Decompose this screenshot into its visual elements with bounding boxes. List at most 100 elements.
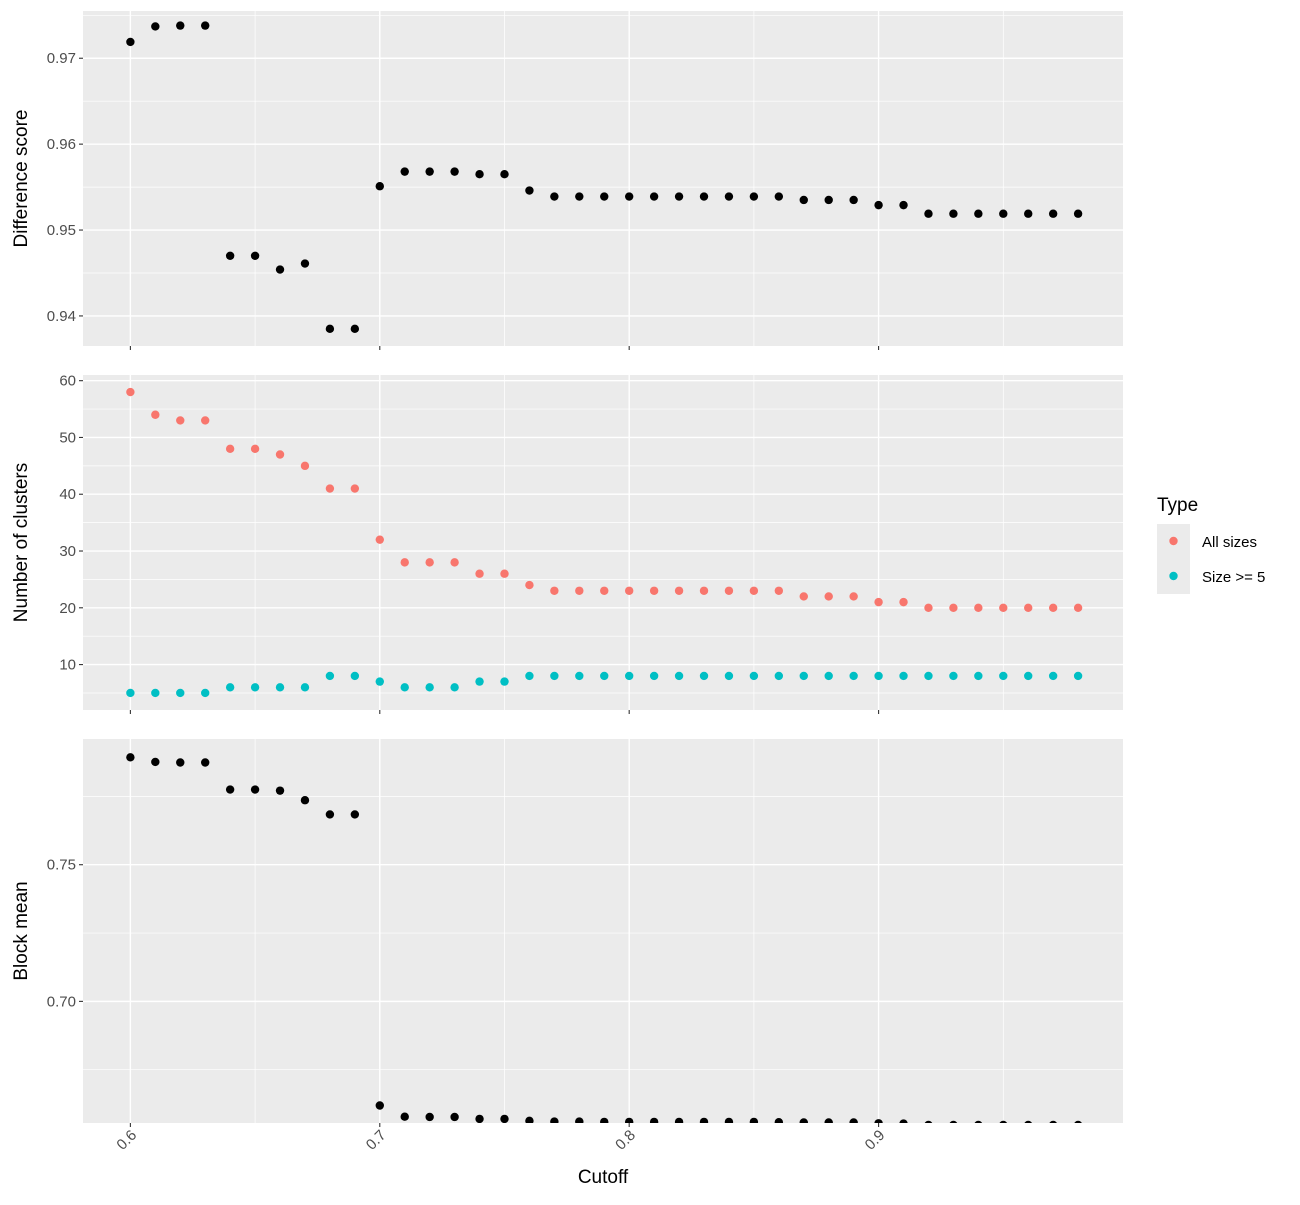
y-axis-title: Block mean: [11, 881, 32, 980]
data-point: [126, 37, 135, 47]
data-point-all-sizes: [525, 580, 534, 590]
data-point-all-sizes: [350, 484, 360, 493]
data-point-size-5: [974, 671, 983, 681]
data-point: [151, 22, 160, 31]
data-point-size-5: [1024, 671, 1033, 681]
data-point-all-sizes: [824, 592, 833, 601]
data-point-all-sizes: [799, 592, 808, 601]
data-points: [126, 21, 1083, 334]
data-point: [824, 1118, 833, 1123]
data-point-size-5: [774, 671, 784, 681]
data-point: [1024, 209, 1033, 218]
data-point-size-5: [724, 671, 734, 681]
data-point-all-sizes: [699, 586, 709, 595]
data-point: [475, 1114, 484, 1123]
data-point: [176, 758, 185, 767]
data-point: [724, 192, 734, 201]
data-point: [924, 209, 933, 218]
data-point: [201, 21, 210, 30]
data-point-all-sizes: [400, 558, 409, 567]
data-point: [749, 192, 759, 201]
data-point-all-sizes: [774, 586, 784, 595]
data-point-all-sizes: [201, 416, 210, 425]
data-point-all-sizes: [1073, 603, 1083, 612]
y-tick-label: 0.94: [47, 308, 76, 325]
y-tick-label: 40: [59, 486, 76, 503]
data-point-size-5: [475, 677, 484, 686]
data-point: [1074, 1120, 1082, 1123]
data-point: [899, 1119, 908, 1123]
data-point: [799, 1118, 808, 1123]
data-point: [974, 1120, 983, 1123]
x-tick-label: 0.7: [363, 1127, 390, 1154]
data-point: [500, 1114, 509, 1123]
data-point: [649, 192, 659, 201]
data-point: [450, 1112, 459, 1122]
data-point-all-sizes: [974, 603, 983, 612]
y-tick-label: 0.96: [47, 136, 76, 153]
panel-background: [83, 375, 1123, 710]
data-point-size-5: [799, 671, 808, 681]
data-point-all-sizes: [325, 484, 335, 493]
data-point: [575, 192, 584, 201]
panel-background: [83, 739, 1123, 1123]
data-point: [974, 209, 983, 218]
data-point-all-sizes: [300, 461, 310, 471]
data-point: [350, 324, 360, 334]
data-point-size-5: [649, 671, 659, 681]
data-point: [350, 810, 360, 819]
data-point: [600, 192, 609, 201]
data-point: [375, 182, 384, 191]
gridlines: [83, 11, 1123, 346]
data-point: [949, 209, 958, 218]
data-point: [475, 170, 484, 179]
data-point: [699, 1117, 709, 1123]
data-point-size-5: [350, 671, 360, 681]
gridlines: [83, 375, 1123, 710]
data-point-all-sizes: [649, 586, 659, 595]
data-point: [724, 1117, 734, 1123]
data-point: [1024, 1120, 1032, 1123]
data-point: [300, 796, 310, 805]
data-point: [749, 1117, 759, 1123]
data-point: [600, 1117, 609, 1123]
data-point-all-sizes: [550, 586, 559, 595]
data-point: [151, 757, 160, 767]
data-point: [250, 251, 260, 261]
y-tick-label: 20: [59, 600, 76, 617]
data-point: [849, 195, 858, 205]
data-point-size-5: [749, 671, 759, 681]
data-point-size-5: [375, 677, 384, 686]
data-point-all-sizes: [250, 444, 260, 454]
legend-label: All sizes: [1202, 534, 1257, 551]
data-point-all-sizes: [600, 586, 609, 595]
data-point: [999, 209, 1008, 218]
data-point: [1073, 209, 1083, 218]
data-point-all-sizes: [176, 416, 185, 425]
data-point: [325, 324, 335, 334]
data-point-size-5: [525, 671, 534, 681]
data-point-all-sizes: [425, 558, 434, 567]
data-point-all-sizes: [1024, 603, 1033, 612]
data-point: [924, 1120, 933, 1123]
y-tick-label: 0.70: [47, 993, 76, 1010]
x-tick-label: 0.8: [612, 1127, 639, 1154]
data-point: [824, 195, 833, 205]
data-point: [999, 1120, 1008, 1123]
data-point-size-5: [176, 688, 185, 698]
data-point-all-sizes: [674, 586, 684, 595]
legend-key-background: [1157, 524, 1190, 594]
data-point: [774, 1117, 784, 1123]
data-point: [225, 785, 235, 794]
data-point-size-5: [899, 671, 908, 681]
data-point-size-5: [325, 671, 335, 681]
data-point: [201, 758, 210, 767]
data-point-size-5: [300, 683, 310, 692]
y-tick-label: 50: [59, 429, 76, 446]
data-point-all-sizes: [126, 387, 135, 397]
data-point-size-5: [624, 671, 634, 681]
data-point-all-sizes: [1048, 603, 1058, 612]
data-point: [874, 1119, 883, 1123]
data-point-all-sizes: [724, 586, 734, 595]
data-point-all-sizes: [500, 569, 509, 578]
